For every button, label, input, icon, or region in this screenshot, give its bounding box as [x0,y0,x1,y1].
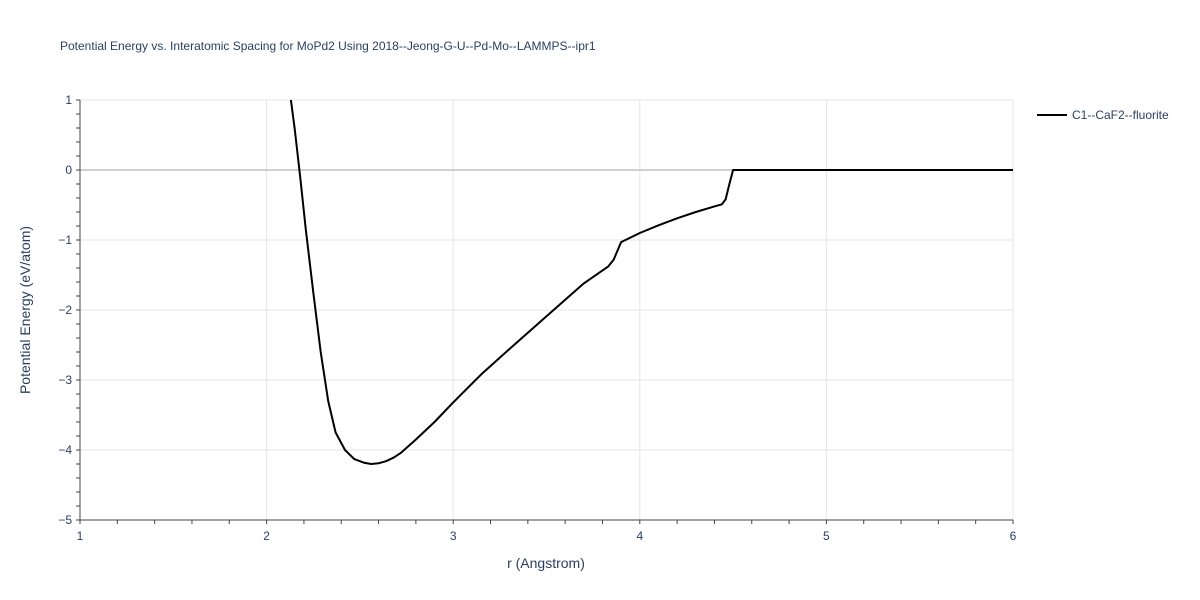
plot-area [289,99,1013,465]
y-tick-label: 1 [65,93,72,107]
x-tick-labels: 1 2 3 4 5 6 [77,529,1017,543]
series-line [289,99,1013,465]
x-tick-label: 1 [77,529,84,543]
x-tick-label: 2 [263,529,270,543]
y-tick-label: −1 [58,233,72,247]
x-axis-title: r (Angstrom) [507,555,585,571]
y-tick-label: −4 [58,443,72,457]
y-tick-label: −2 [58,303,72,317]
y-tick-labels: 1 0 −1 −2 −3 −4 −5 [58,93,72,527]
x-tick-label: 3 [450,529,457,543]
y-axis-title: Potential Energy (eV/atom) [17,226,33,394]
x-tick-label: 6 [1010,529,1017,543]
legend[interactable]: C1--CaF2--fluorite [1037,108,1169,122]
gridlines [80,99,1014,520]
y-tick-label: −3 [58,373,72,387]
legend-label: C1--CaF2--fluorite [1072,108,1169,122]
x-tick-label: 5 [823,529,830,543]
x-tick-label: 4 [636,529,643,543]
axes [76,99,1014,524]
chart-title: Potential Energy vs. Interatomic Spacing… [60,39,596,53]
y-tick-label: −5 [58,513,72,527]
y-tick-label: 0 [65,163,72,177]
